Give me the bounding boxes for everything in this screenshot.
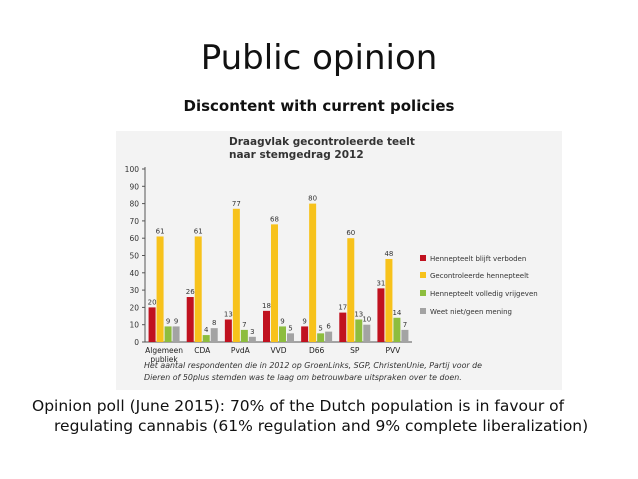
slide-subtitle: Discontent with current policies [183,97,455,115]
chart-title-line: naar stemgedrag 2012 [229,149,364,161]
bar-value-label: 61 [194,227,203,235]
bar [287,333,294,342]
legend-swatch [420,272,426,278]
bar [355,319,363,342]
y-tick-label: 20 [129,303,139,312]
bar-value-label: 9 [174,317,178,325]
bar-value-label: 9 [302,317,306,325]
caption-line-2: regulating cannabis (61% regulation and … [54,417,589,435]
bar-value-label: 8 [212,319,216,327]
legend-label: Hennepteelt blijft verboden [430,255,526,263]
bar-value-label: 48 [384,250,393,258]
bar-value-label: 6 [326,323,331,331]
legend-swatch [420,308,426,314]
category-label: CDA [194,346,211,355]
bar [240,329,248,342]
bar-value-label: 5 [318,324,322,332]
bar-value-label: 9 [280,317,284,325]
bar [263,310,270,342]
bar-value-label: 68 [270,215,279,223]
category-label: Algemeen [145,346,183,355]
bar-value-label: 26 [186,288,195,296]
y-tick-label: 70 [129,217,139,226]
bar [363,324,371,342]
bar [401,329,409,342]
category-label: VVD [270,346,286,355]
bar-value-label: 31 [376,279,385,287]
bar [317,333,325,342]
bar [224,319,232,342]
legend-swatch [420,255,426,261]
y-tick-label: 80 [129,200,139,209]
category-label: D66 [309,346,325,355]
y-tick-label: 0 [134,338,139,347]
y-tick-label: 90 [129,182,139,191]
bar [279,326,286,342]
bar [347,238,355,342]
bar [148,307,156,342]
bar-value-label: 9 [166,317,170,325]
bar-chart: Draagvlak gecontroleerde teelt naar stemg… [116,131,562,390]
bar-value-label: 20 [148,298,157,306]
y-tick-label: 50 [129,252,139,261]
y-tick-label: 60 [129,234,139,243]
chart-title-line: Draagvlak gecontroleerde teelt [229,136,415,148]
caption-line-1: Opinion poll (June 2015): 70% of the Dut… [32,397,565,415]
bar-value-label: 7 [403,321,407,329]
bar [377,288,385,342]
chart-footnote-line: Dieren of 50plus stemden was te laag om … [144,373,462,382]
bar-value-label: 13 [224,311,233,319]
bar [156,236,164,342]
caption: Opinion poll (June 2015): 70% of the Dut… [32,396,622,436]
bar [186,297,194,342]
bar [210,328,218,342]
category-label: SP [350,346,360,355]
bar-value-label: 77 [232,200,241,208]
y-tick-label: 100 [125,165,140,174]
bar-value-label: 4 [204,326,209,334]
legend-label: Weet niet/geen mening [430,308,512,316]
bar [232,208,240,342]
bar [271,224,278,342]
bar [339,312,347,342]
bar-value-label: 13 [354,311,363,319]
bar [194,236,202,342]
bar [248,336,256,342]
bar-value-label: 17 [338,304,347,312]
y-tick-label: 10 [129,321,139,330]
y-tick-label: 40 [129,269,139,278]
category-label: PvdA [231,346,251,355]
bar-value-label: 5 [288,324,292,332]
bar-value-label: 14 [392,309,401,317]
bar-value-label: 60 [346,229,355,237]
bar-value-label: 10 [362,316,371,324]
bar-value-label: 61 [156,227,165,235]
bar [393,317,401,342]
legend-label: Hennepteelt volledig vrijgeven [430,290,538,298]
legend-swatch [420,290,426,296]
bar [172,326,180,342]
bar-value-label: 3 [250,328,254,336]
category-label: publiek [150,355,178,364]
category-label: PVV [386,346,402,355]
bar [164,326,172,342]
bar-value-label: 80 [308,195,317,203]
slide-title: Public opinion [200,38,438,78]
bar [325,331,333,342]
bar-value-label: 18 [262,302,271,310]
bar [301,326,309,342]
chart-footnote-line: Het aantal respondenten die in 2012 op G… [144,361,482,370]
bar [202,335,210,342]
bar [309,203,317,342]
y-tick-label: 30 [129,286,139,295]
legend-label: Gecontroleerde hennepteelt [430,272,529,280]
bar [385,258,393,342]
bar-value-label: 7 [242,321,246,329]
